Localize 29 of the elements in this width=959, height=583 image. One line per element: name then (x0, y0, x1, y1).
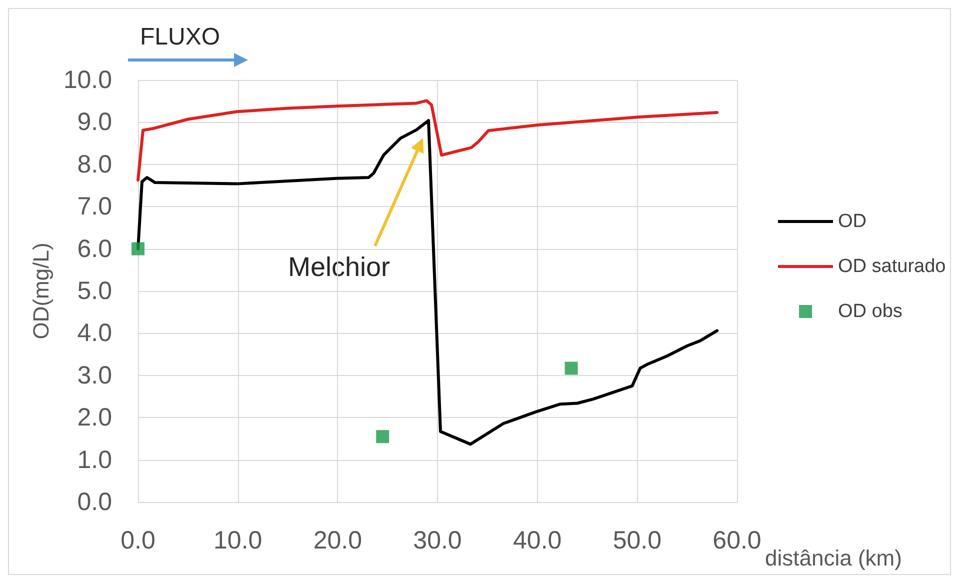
x-tick-label: 50.0 (612, 526, 662, 554)
y-tick-label: 5.0 (77, 277, 112, 305)
y-tick-label: 8.0 (77, 150, 112, 178)
y-tick-label: 7.0 (77, 192, 112, 221)
y-tick-label: 3.0 (77, 361, 112, 390)
legend-label: OD (838, 211, 866, 232)
line-series (136, 99, 719, 182)
point (376, 430, 390, 444)
x-axis-title: distância (km) (765, 546, 902, 570)
point (132, 242, 144, 256)
y-tick-label: 0.0 (77, 488, 112, 516)
y-tick-label: 6.0 (77, 234, 112, 263)
y-tick-label: 1.0 (77, 446, 112, 474)
x-tick-label: 10.0 (213, 526, 262, 554)
point (564, 362, 578, 375)
y-tick-label: 4.0 (77, 319, 112, 348)
legend-label: OD obs (838, 301, 902, 322)
x-tick-label: 20.0 (313, 526, 362, 554)
legend-label: OD saturado (838, 256, 946, 277)
annotation: Melchior (288, 252, 390, 282)
x-tick-label: 30.0 (413, 526, 462, 554)
x-tick-label: 0.0 (120, 526, 156, 554)
y-tick-label: 10.0 (63, 66, 112, 94)
x-tick-label: 60.0 (712, 526, 762, 554)
y-axis-title: OD(mg/L) (28, 242, 54, 340)
y-tick-label: 2.0 (77, 404, 112, 432)
x-tick-label: 40.0 (512, 526, 562, 554)
y-tick-label: 9.0 (77, 108, 112, 136)
text: FLUXO (140, 24, 220, 50)
